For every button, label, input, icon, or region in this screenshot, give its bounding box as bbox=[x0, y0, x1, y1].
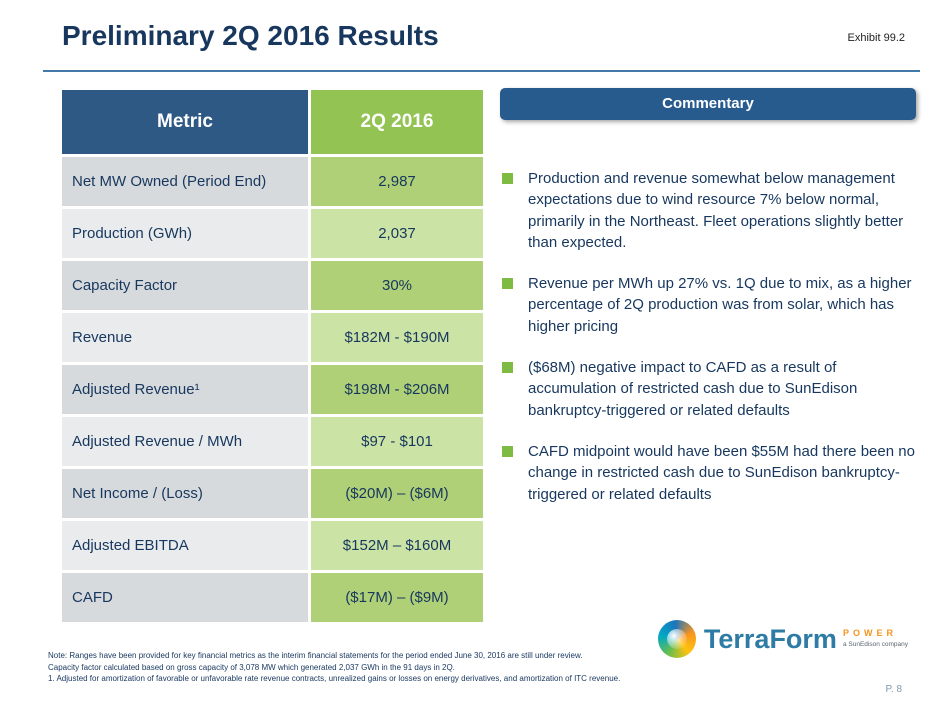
logo-brand: TerraForm bbox=[703, 623, 837, 654]
metric-label: Adjusted EBITDA bbox=[62, 521, 308, 570]
bullet-text: Revenue per MWh up 27% vs. 1Q due to mix… bbox=[528, 275, 912, 335]
metric-label: Net MW Owned (Period End) bbox=[62, 157, 308, 206]
title-divider bbox=[43, 70, 920, 72]
footnote-line: Note: Ranges have been provided for key … bbox=[48, 651, 583, 660]
metric-label: Adjusted Revenue / MWh bbox=[62, 417, 308, 466]
metric-value: $198M - $206M bbox=[311, 365, 483, 414]
table-header-metric: Metric bbox=[62, 90, 308, 154]
commentary-bullets: Production and revenue somewhat below ma… bbox=[502, 168, 922, 525]
exhibit-label: Exhibit 99.2 bbox=[847, 32, 905, 44]
list-item: Production and revenue somewhat below ma… bbox=[502, 168, 922, 253]
metric-value: 30% bbox=[311, 261, 483, 310]
list-item: ($68M) negative impact to CAFD as a resu… bbox=[502, 357, 922, 421]
terraform-globe-icon bbox=[657, 620, 696, 658]
bullet-square-icon bbox=[502, 362, 513, 374]
logo-tagline: a SunEdison company bbox=[842, 640, 908, 648]
bullet-square-icon bbox=[502, 445, 513, 457]
metric-label: CAFD bbox=[62, 573, 308, 622]
metric-value: ($20M) – ($6M) bbox=[311, 469, 483, 518]
metrics-table: Metric 2Q 2016 Net MW Owned (Period End)… bbox=[62, 90, 483, 622]
bullet-text: ($68M) negative impact to CAFD as a resu… bbox=[528, 359, 858, 419]
metric-value: $182M - $190M bbox=[311, 313, 483, 362]
list-item: Revenue per MWh up 27% vs. 1Q due to mix… bbox=[502, 273, 922, 337]
footnote-line: 1. Adjusted for amortization of favorabl… bbox=[48, 674, 621, 684]
metric-value: 2,987 bbox=[311, 157, 483, 206]
bullet-text: CAFD midpoint would have been $55M had t… bbox=[528, 442, 915, 503]
page-number: P. 8 bbox=[885, 684, 903, 695]
metric-value: $152M – $160M bbox=[311, 521, 483, 570]
metric-label: Revenue bbox=[62, 313, 308, 362]
list-item: CAFD midpoint would have been $55M had t… bbox=[502, 441, 922, 505]
metric-value: 2,037 bbox=[311, 209, 483, 258]
terraform-power-logo: TerraForm POWER a SunEdison company bbox=[657, 620, 908, 658]
bullet-text: Production and revenue somewhat below ma… bbox=[528, 170, 904, 251]
logo-text: TerraForm POWER a SunEdison company bbox=[703, 623, 908, 654]
metric-value: $97 - $101 bbox=[311, 417, 483, 466]
metric-label: Production (GWh) bbox=[62, 209, 308, 258]
bullet-square-icon bbox=[502, 278, 513, 290]
commentary-header: Commentary bbox=[500, 88, 916, 120]
footnote-line: Capacity factor calculated based on gros… bbox=[48, 662, 455, 672]
metric-label: Adjusted Revenue¹ bbox=[62, 365, 308, 414]
metric-label: Capacity Factor bbox=[62, 261, 308, 310]
table-header-2q2016: 2Q 2016 bbox=[311, 90, 483, 154]
logo-power-label: POWER bbox=[842, 627, 897, 638]
page-title: Preliminary 2Q 2016 Results bbox=[62, 20, 439, 51]
bullet-square-icon bbox=[502, 173, 513, 184]
metric-value: ($17M) – ($9M) bbox=[311, 573, 483, 622]
footnotes: Note: Ranges have been provided for key … bbox=[48, 650, 620, 685]
metric-label: Net Income / (Loss) bbox=[62, 469, 308, 518]
